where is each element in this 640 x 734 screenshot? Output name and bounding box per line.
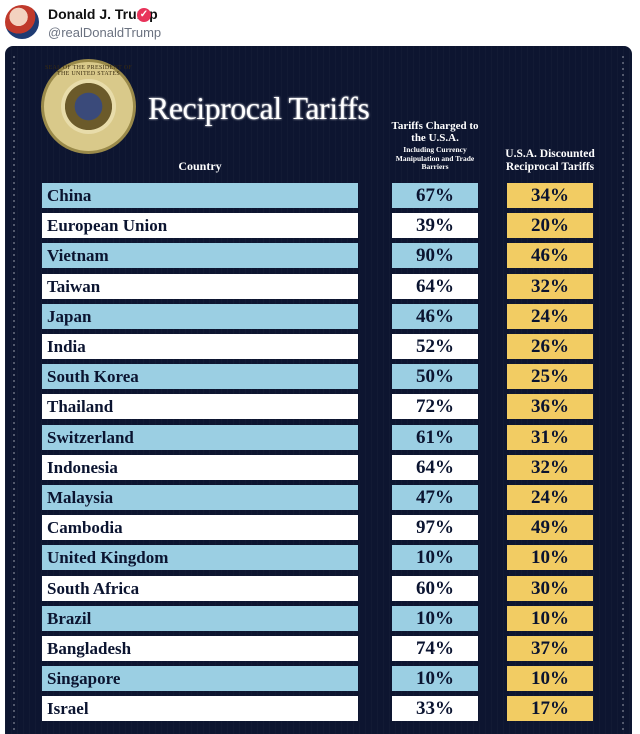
table-row: South Africa 60% 30% xyxy=(5,575,632,601)
charged-tariff-cell: 61% xyxy=(392,424,478,450)
discounted-tariff-cell: 32% xyxy=(507,454,593,480)
country-cell: European Union xyxy=(42,213,358,239)
discounted-tariff-cell: 32% xyxy=(507,273,593,299)
country-cell: Bangladesh xyxy=(42,636,358,661)
table-row: Singapore 10% 10% xyxy=(5,666,632,692)
table-row: Cambodia 97% 49% xyxy=(5,515,632,541)
charged-tariff-cell: 67% xyxy=(392,183,478,208)
poster-title: Reciprocal Tariffs xyxy=(148,90,370,126)
table-row: Thailand 72% 36% xyxy=(5,394,632,420)
post-header: Donald J. Trump ✓ @realDonaldTrump xyxy=(0,0,640,46)
dotted-border-right xyxy=(622,56,624,734)
verified-badge-icon: ✓ xyxy=(137,8,151,22)
discounted-tariff-cell: 24% xyxy=(507,303,593,329)
discounted-tariff-cell: 20% xyxy=(507,213,593,239)
country-cell: Japan xyxy=(42,303,358,329)
table-row: India 52% 26% xyxy=(5,334,632,359)
discounted-tariff-cell: 26% xyxy=(507,334,593,359)
avatar[interactable] xyxy=(5,5,39,39)
charged-tariff-cell: 64% xyxy=(392,273,478,299)
charged-tariff-cell: 10% xyxy=(392,545,478,571)
author-handle[interactable]: @realDonaldTrump xyxy=(48,25,162,40)
discounted-tariff-cell: 30% xyxy=(507,575,593,601)
country-cell: Malaysia xyxy=(42,485,358,510)
discounted-tariff-cell: 34% xyxy=(507,183,593,208)
table-row: Brazil 10% 10% xyxy=(5,605,632,631)
charged-tariff-cell: 33% xyxy=(392,696,478,722)
country-cell: Singapore xyxy=(42,666,358,692)
discounted-tariff-cell: 37% xyxy=(507,636,593,661)
charged-tariff-cell: 47% xyxy=(392,485,478,510)
discounted-tariff-cell: 10% xyxy=(507,545,593,571)
table-row: European Union 39% 20% xyxy=(5,213,632,239)
country-cell: Vietnam xyxy=(42,243,358,269)
column-header-discounted: U.S.A. Discounted Reciprocal Tariffs xyxy=(505,148,595,173)
column-header-country: Country xyxy=(178,159,222,173)
charged-tariff-cell: 64% xyxy=(392,454,478,480)
table-row: Japan 46% 24% xyxy=(5,303,632,329)
column-header-charged: Tariffs Charged to the U.S.A. xyxy=(391,120,479,145)
table-row: South Korea 50% 25% xyxy=(5,364,632,390)
seal-text: SEAL OF THE PRESIDENT OF THE UNITED STAT… xyxy=(44,65,133,77)
country-cell: South Korea xyxy=(42,364,358,390)
table-row: Bangladesh 74% 37% xyxy=(5,636,632,661)
table-row: Israel 33% 17% xyxy=(5,696,632,722)
charged-tariff-cell: 10% xyxy=(392,666,478,692)
discounted-tariff-cell: 17% xyxy=(507,696,593,722)
charged-tariff-cell: 46% xyxy=(392,303,478,329)
charged-tariff-cell: 97% xyxy=(392,515,478,541)
table-row: Vietnam 90% 46% xyxy=(5,243,632,269)
country-cell: South Africa xyxy=(42,575,358,601)
dotted-border-left xyxy=(13,56,15,734)
country-cell: Taiwan xyxy=(42,273,358,299)
table-row: China 67% 34% xyxy=(5,183,632,208)
country-cell: Israel xyxy=(42,696,358,722)
table-row: Malaysia 47% 24% xyxy=(5,485,632,510)
discounted-tariff-cell: 36% xyxy=(507,394,593,420)
country-cell: Switzerland xyxy=(42,424,358,450)
charged-tariff-cell: 52% xyxy=(392,334,478,359)
country-cell: China xyxy=(42,183,358,208)
discounted-tariff-cell: 24% xyxy=(507,485,593,510)
discounted-tariff-cell: 46% xyxy=(507,243,593,269)
discounted-tariff-cell: 31% xyxy=(507,424,593,450)
country-cell: Brazil xyxy=(42,605,358,631)
author-name[interactable]: Donald J. Trump xyxy=(48,6,158,22)
charged-tariff-cell: 10% xyxy=(392,605,478,631)
charged-tariff-cell: 50% xyxy=(392,364,478,390)
presidential-seal-icon: SEAL OF THE PRESIDENT OF THE UNITED STAT… xyxy=(41,59,136,154)
charged-tariff-cell: 90% xyxy=(392,243,478,269)
column-header-charged-subtitle: Including Currency Manipulation and Trad… xyxy=(395,145,475,172)
charged-tariff-cell: 39% xyxy=(392,213,478,239)
table-row: Indonesia 64% 32% xyxy=(5,454,632,480)
charged-tariff-cell: 72% xyxy=(392,394,478,420)
country-cell: India xyxy=(42,334,358,359)
charged-tariff-cell: 74% xyxy=(392,636,478,661)
tariff-poster-image[interactable]: SEAL OF THE PRESIDENT OF THE UNITED STAT… xyxy=(5,46,632,734)
country-cell: United Kingdom xyxy=(42,545,358,571)
country-cell: Cambodia xyxy=(42,515,358,541)
charged-tariff-cell: 60% xyxy=(392,575,478,601)
table-row: United Kingdom 10% 10% xyxy=(5,545,632,571)
country-cell: Indonesia xyxy=(42,454,358,480)
table-row: Taiwan 64% 32% xyxy=(5,273,632,299)
discounted-tariff-cell: 10% xyxy=(507,605,593,631)
discounted-tariff-cell: 49% xyxy=(507,515,593,541)
discounted-tariff-cell: 10% xyxy=(507,666,593,692)
discounted-tariff-cell: 25% xyxy=(507,364,593,390)
table-row: Switzerland 61% 31% xyxy=(5,424,632,450)
country-cell: Thailand xyxy=(42,394,358,420)
